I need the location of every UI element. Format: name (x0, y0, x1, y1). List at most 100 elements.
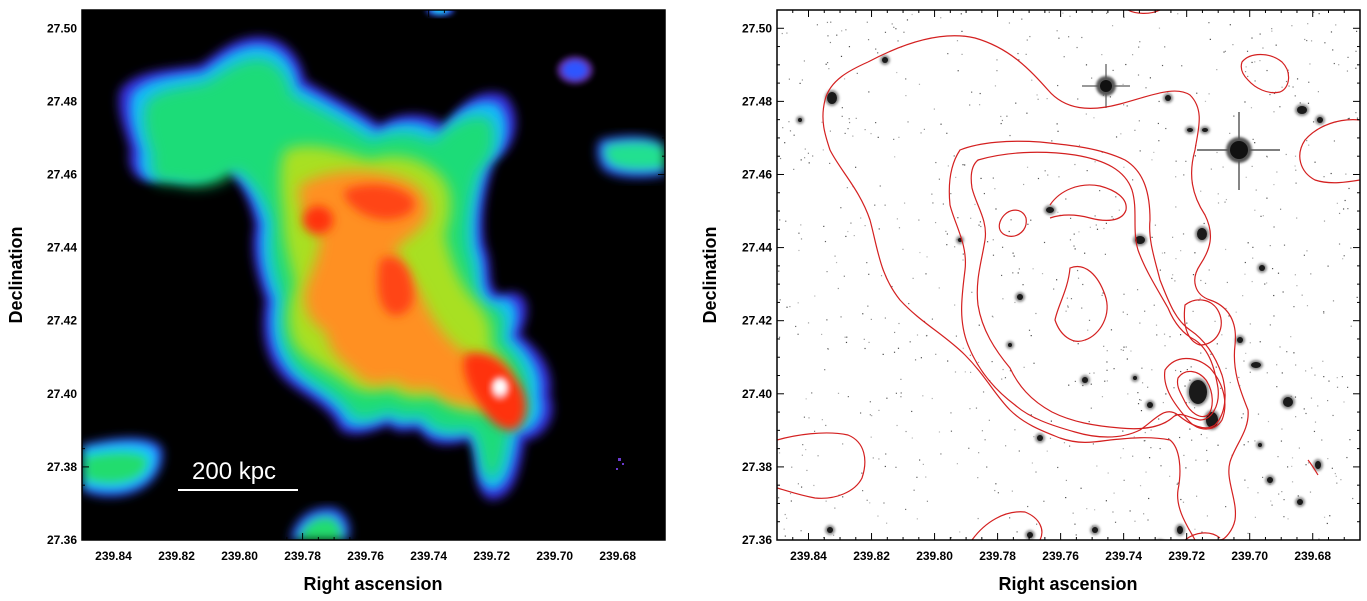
background-speck (970, 371, 972, 373)
contour-right-edge (1299, 119, 1360, 184)
background-speck (1072, 512, 1074, 514)
background-speck (1065, 310, 1067, 312)
background-speck (1229, 132, 1231, 134)
background-speck (840, 55, 843, 57)
x-tick-label: 239.70 (536, 549, 573, 563)
background-speck (913, 489, 915, 491)
background-speck (986, 241, 989, 243)
background-speck (821, 121, 823, 123)
galaxy-halo (1156, 539, 1164, 540)
background-speck (920, 132, 922, 134)
galaxy (1135, 236, 1145, 244)
background-speck (1201, 531, 1203, 533)
background-speck (848, 118, 850, 120)
background-speck (1047, 174, 1049, 176)
background-speck (800, 224, 802, 226)
background-speck (789, 305, 791, 308)
background-speck (1296, 78, 1299, 80)
background-speck (940, 453, 942, 455)
background-speck (1249, 342, 1251, 344)
background-speck (1203, 222, 1205, 225)
background-speck (866, 499, 868, 501)
background-speck (893, 331, 896, 334)
background-speck (847, 396, 849, 398)
background-speck (1147, 519, 1149, 521)
background-speck (1310, 273, 1312, 275)
background-speck (1017, 52, 1019, 55)
background-speck (1220, 387, 1222, 389)
background-speck (789, 130, 792, 132)
galaxy (1206, 412, 1218, 428)
background-speck (1095, 224, 1097, 226)
background-speck (1338, 64, 1340, 66)
background-speck (1058, 37, 1060, 39)
background-speck (808, 417, 810, 419)
background-speck (1073, 245, 1075, 247)
background-speck (1139, 150, 1141, 152)
background-speck (1009, 134, 1011, 137)
background-speck (1159, 447, 1161, 450)
y-tick-label: 27.40 (742, 387, 772, 401)
background-speck (1321, 439, 1323, 441)
background-speck (1242, 295, 1244, 297)
background-speck (1309, 491, 1312, 493)
scale-bar-label: 200 kpc (192, 458, 276, 485)
galaxy (1165, 95, 1171, 101)
background-speck (868, 91, 870, 93)
background-speck (1096, 465, 1098, 467)
background-speck (1073, 233, 1075, 235)
left-x-axis-title: Right ascension (303, 574, 442, 594)
background-speck (1032, 268, 1034, 270)
background-speck (884, 465, 886, 468)
background-speck (909, 341, 911, 343)
background-speck (1229, 24, 1231, 26)
background-speck (895, 28, 897, 30)
background-speck (1076, 46, 1078, 49)
background-speck (1122, 349, 1124, 351)
background-speck (1189, 428, 1191, 430)
galaxy (1258, 443, 1262, 447)
background-speck (1221, 334, 1223, 336)
background-speck (914, 359, 917, 361)
background-speck (1093, 117, 1095, 119)
background-speck (826, 271, 828, 273)
background-speck (885, 453, 887, 455)
background-speck (867, 39, 870, 41)
background-speck (1333, 62, 1335, 65)
background-speck (1336, 202, 1338, 204)
x-tick-label: 239.80 (916, 549, 953, 563)
background-speck (938, 178, 940, 180)
background-speck (1037, 98, 1039, 100)
galaxy (1237, 337, 1243, 343)
background-speck (1228, 315, 1230, 317)
background-speck (1096, 228, 1099, 230)
background-speck (1269, 324, 1271, 326)
background-speck (1120, 457, 1122, 459)
y-tick-label: 27.38 (742, 460, 772, 474)
background-speck (1078, 231, 1080, 233)
background-speck (1299, 102, 1301, 104)
y-tick-label: 27.44 (47, 241, 77, 255)
galaxy (1283, 397, 1293, 407)
background-speck (804, 148, 806, 150)
background-speck (1112, 69, 1114, 72)
background-speck (1074, 248, 1076, 250)
background-speck (905, 508, 907, 511)
background-speck (1086, 508, 1088, 510)
background-speck (983, 192, 986, 195)
background-speck (1296, 217, 1298, 219)
background-speck (878, 458, 880, 460)
background-speck (855, 166, 857, 168)
background-speck (1104, 380, 1106, 382)
background-speck (1244, 273, 1246, 275)
background-speck (782, 127, 784, 129)
background-speck (1103, 227, 1105, 230)
background-speck (1081, 307, 1083, 309)
background-speck (980, 225, 982, 228)
background-speck (1057, 130, 1059, 132)
background-speck (845, 341, 848, 344)
background-speck (848, 121, 851, 124)
background-speck (1110, 329, 1113, 331)
background-speck (1074, 523, 1076, 525)
background-speck (1251, 280, 1253, 283)
